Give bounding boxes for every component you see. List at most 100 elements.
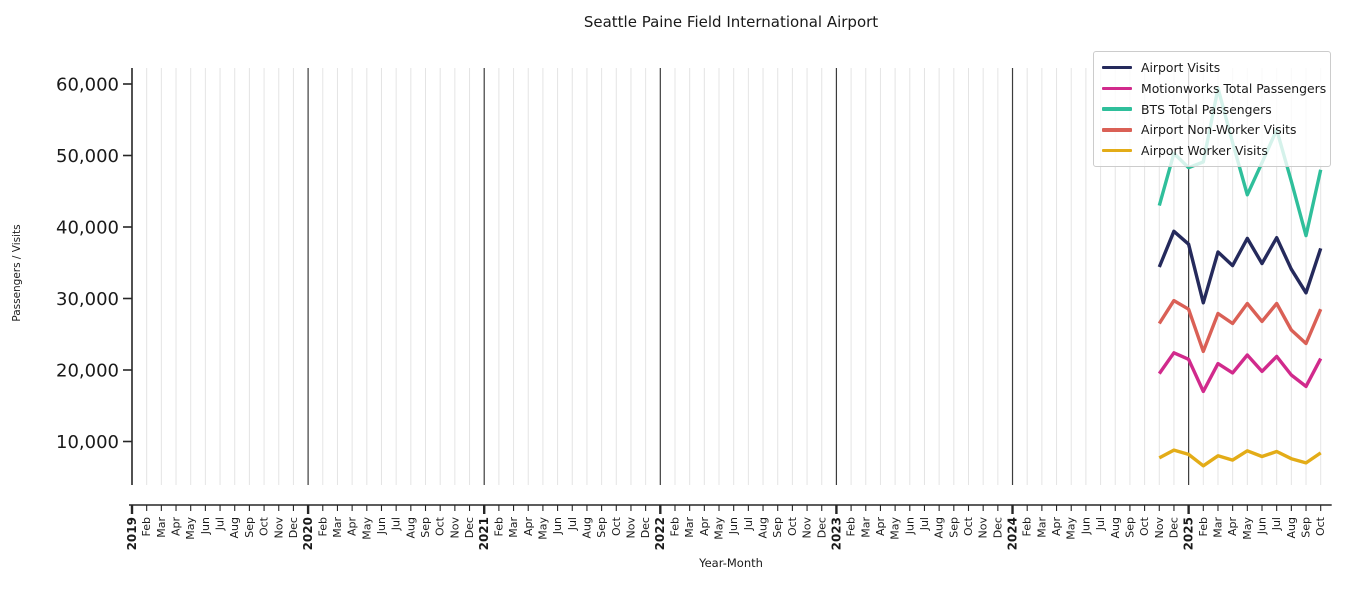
x-tick-label-month: Feb	[316, 517, 329, 536]
y-tick-label: 30,000	[56, 289, 119, 310]
x-tick-label-month: Dec	[639, 517, 652, 538]
x-tick-label-year: 2022	[653, 517, 667, 550]
x-tick-label-month: Aug	[404, 517, 417, 538]
x-tick-label-month: Nov	[272, 517, 285, 539]
x-tick-label-month: Nov	[1153, 517, 1166, 539]
y-tick-label: 20,000	[56, 361, 119, 382]
legend-label: Airport Visits	[1141, 60, 1221, 75]
x-tick-label-month: May	[1241, 517, 1254, 540]
x-tick-label-month: Jul	[1270, 517, 1283, 531]
x-tick-label-month: Feb	[845, 517, 858, 536]
x-tick-label-month: Oct	[258, 516, 271, 536]
x-tick-label-month: Feb	[140, 517, 153, 536]
legend-line-icon	[1102, 107, 1132, 111]
x-tick-label-month: Dec	[287, 517, 300, 538]
x-tick-label-month: May	[713, 517, 726, 540]
x-tick-label-month: Jul	[214, 517, 227, 531]
x-tick-label-month: May	[360, 517, 373, 540]
x-tick-label-month: Jul	[1094, 517, 1107, 531]
x-tick-label-month: Sep	[947, 517, 960, 538]
x-tick-label-year: 2020	[301, 517, 315, 550]
x-tick-label-month: Sep	[243, 517, 256, 538]
x-tick-label-month: Dec	[463, 517, 476, 538]
series-line-airport-non-worker-visits	[1157, 298, 1323, 354]
x-tick-label-month: Mar	[1035, 517, 1048, 538]
x-tick-label-month: Mar	[683, 517, 696, 538]
legend-label: Motionworks Total Passengers	[1141, 80, 1327, 96]
x-tick-label-year: 2019	[125, 517, 139, 550]
x-tick-label-month: Apr	[1050, 517, 1063, 537]
x-tick-label-month: Oct	[962, 516, 975, 536]
legend-item: Airport Worker Visits	[1102, 141, 1322, 160]
y-axis-label: Passengers / Visits	[11, 224, 23, 322]
x-tick-label-month: Feb	[492, 517, 505, 536]
legend-label: BTS Total Passengers	[1141, 101, 1272, 117]
x-tick-label-month: Feb	[1021, 517, 1034, 536]
x-tick-label-month: Apr	[522, 517, 535, 537]
x-tick-label-month: Jun	[199, 517, 212, 535]
x-tick-label-month: Sep	[771, 517, 784, 538]
x-tick-label-month: Jul	[390, 517, 403, 531]
x-tick-label-month: Apr	[874, 517, 887, 537]
x-tick-label-month: Sep	[595, 517, 608, 538]
x-tick-label-month: Aug	[1109, 517, 1122, 538]
x-tick-label-month: Sep	[419, 517, 432, 538]
legend-label: Airport Worker Visits	[1141, 143, 1268, 158]
x-tick-label-month: Oct	[1314, 516, 1327, 536]
legend-label: Airport Non-Worker Visits	[1141, 122, 1297, 138]
x-tick-label-year: 2024	[1005, 517, 1019, 550]
y-tick-label: 10,000	[56, 432, 119, 453]
legend: Airport Visits Motionworks Total Passenge…	[1093, 51, 1331, 167]
x-tick-label-month: Jun	[375, 517, 388, 535]
x-tick-label-month: Mar	[859, 517, 872, 538]
legend-line-icon	[1102, 128, 1132, 132]
x-tick-label-month: Mar	[155, 517, 168, 538]
x-tick-label-month: Feb	[1197, 517, 1210, 536]
x-tick-label-month: Nov	[624, 517, 637, 539]
x-tick-label-year: 2025	[1181, 517, 1195, 550]
x-tick-label-month: Apr	[346, 517, 359, 537]
x-tick-label-year: 2023	[829, 517, 843, 550]
x-tick-label-month: Nov	[801, 517, 814, 539]
x-axis-label: Year-Month	[699, 556, 763, 570]
series-line-motionworks-total-passengers	[1157, 351, 1323, 394]
x-tick-label-month: Jun	[551, 517, 564, 535]
series-line-airport-worker-visits	[1158, 448, 1322, 468]
x-tick-label-month: Aug	[1285, 517, 1298, 538]
x-tick-label-month: Oct	[1138, 516, 1151, 536]
x-tick-label-month: Aug	[580, 517, 593, 538]
x-tick-label-month: May	[889, 517, 902, 540]
x-tick-label-month: Apr	[698, 517, 711, 537]
x-tick-label-month: Oct	[786, 516, 799, 536]
x-tick-label-month: Jun	[727, 517, 740, 535]
x-tick-label-month: Jul	[742, 517, 755, 531]
x-tick-label-month: Apr	[1226, 517, 1239, 537]
x-tick-label-month: May	[536, 517, 549, 540]
legend-line-icon	[1102, 86, 1132, 90]
x-tick-label-month: May	[184, 517, 197, 540]
x-tick-label-month: Jun	[903, 517, 916, 535]
x-tick-label-month: Oct	[610, 516, 623, 536]
y-tick-label: 40,000	[56, 218, 119, 239]
legend-item: Airport Visits	[1102, 58, 1322, 77]
x-tick-label-month: Dec	[1167, 517, 1180, 538]
y-tick-label: 60,000	[56, 75, 119, 96]
legend-item: BTS Total Passengers	[1102, 100, 1322, 119]
x-tick-label-month: May	[1065, 517, 1078, 540]
legend-item: Airport Non-Worker Visits	[1102, 120, 1322, 139]
legend-item: Motionworks Total Passengers	[1102, 79, 1326, 98]
x-tick-label-month: Jun	[1256, 517, 1269, 535]
series-line-airport-visits	[1157, 229, 1323, 305]
x-tick-label-month: Sep	[1300, 517, 1313, 538]
x-tick-label-month: Oct	[434, 516, 447, 536]
x-tick-label-year: 2021	[477, 517, 491, 550]
x-tick-label-month: Apr	[170, 517, 183, 537]
x-tick-label-month: Mar	[1211, 517, 1224, 538]
x-tick-label-month: Mar	[507, 517, 520, 538]
x-tick-label-month: Aug	[757, 517, 770, 538]
x-tick-label-month: Dec	[991, 517, 1004, 538]
x-tick-label-month: Sep	[1123, 517, 1136, 538]
x-tick-label-month: Mar	[331, 517, 344, 538]
x-tick-label-month: Nov	[448, 517, 461, 539]
